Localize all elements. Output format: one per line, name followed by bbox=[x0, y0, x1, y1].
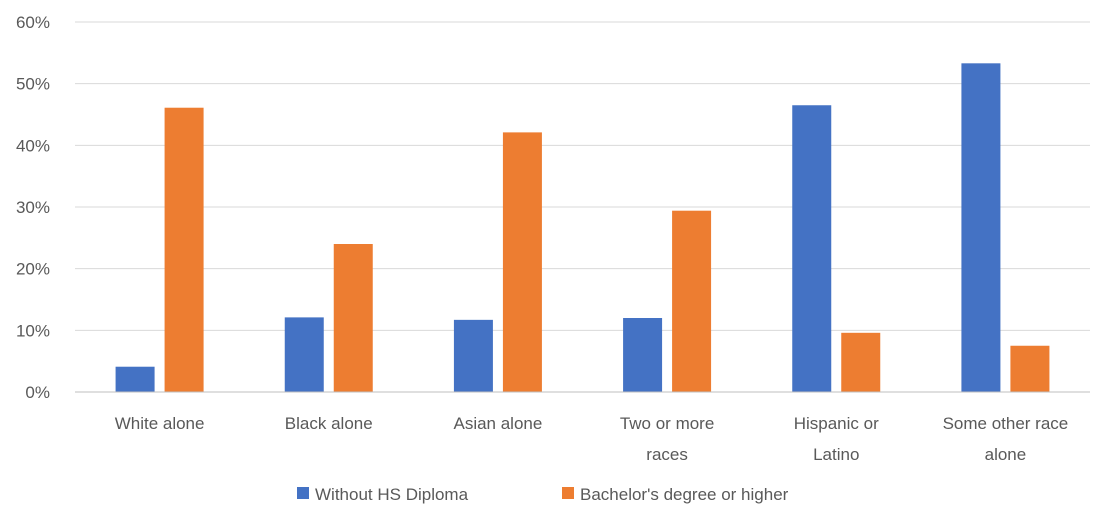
y-tick-label: 50% bbox=[16, 75, 50, 94]
x-category-label: Black alone bbox=[285, 414, 373, 433]
x-category-label-line: Asian alone bbox=[453, 414, 542, 433]
x-category-label: White alone bbox=[115, 414, 205, 433]
x-category-label-line: Latino bbox=[813, 445, 859, 464]
x-category-label-line: Two or more bbox=[620, 414, 714, 433]
x-category-label: Two or more races bbox=[620, 414, 714, 464]
bar-without-hs-diploma-5 bbox=[961, 63, 1001, 393]
x-category-label-line: races bbox=[646, 445, 688, 464]
x-category-label: Asian alone bbox=[453, 414, 542, 433]
y-axis-tick-labels: 0% 10% 20% 30% 40% 50% 60% bbox=[16, 13, 50, 402]
y-tick-label: 60% bbox=[16, 13, 50, 32]
y-tick-label: 40% bbox=[16, 136, 50, 155]
x-category-label-line: Hispanic or bbox=[794, 414, 879, 433]
bar-without-hs-diploma-2 bbox=[453, 319, 493, 392]
bar-without-hs-diploma-1 bbox=[284, 317, 324, 392]
x-category-label-line: White alone bbox=[115, 414, 205, 433]
gridlines bbox=[75, 21, 1090, 331]
bar-bachelors-degree-4 bbox=[841, 332, 881, 392]
x-category-label: Some other race alone bbox=[943, 414, 1069, 464]
legend-label: Without HS Diploma bbox=[315, 485, 469, 504]
y-tick-label: 30% bbox=[16, 198, 50, 217]
bar-bachelors-degree-5 bbox=[1010, 345, 1050, 392]
legend-swatch bbox=[297, 487, 309, 499]
bar-bachelors-degree-2 bbox=[502, 132, 542, 392]
x-category-label-line: alone bbox=[985, 445, 1027, 464]
bar-without-hs-diploma-4 bbox=[792, 105, 832, 392]
bars bbox=[115, 63, 1050, 393]
y-tick-label: 20% bbox=[16, 260, 50, 279]
x-category-label-line: Black alone bbox=[285, 414, 373, 433]
bar-bachelors-degree-1 bbox=[333, 244, 373, 392]
x-category-label-line: Some other race bbox=[943, 414, 1069, 433]
legend-swatch bbox=[562, 487, 574, 499]
bar-without-hs-diploma-0 bbox=[115, 366, 155, 392]
x-category-label: Hispanic or Latino bbox=[794, 414, 879, 464]
y-tick-label: 10% bbox=[16, 321, 50, 340]
bar-bachelors-degree-0 bbox=[164, 107, 204, 392]
y-tick-label: 0% bbox=[25, 383, 50, 402]
x-axis-category-labels: White alone Black alone Asian alone Two or … bbox=[115, 414, 1069, 464]
bar-without-hs-diploma-3 bbox=[623, 318, 663, 392]
legend: Without HS Diploma Bachelor's degree or h… bbox=[297, 485, 789, 504]
bar-bachelors-degree-3 bbox=[672, 210, 712, 392]
legend-label: Bachelor's degree or higher bbox=[580, 485, 789, 504]
